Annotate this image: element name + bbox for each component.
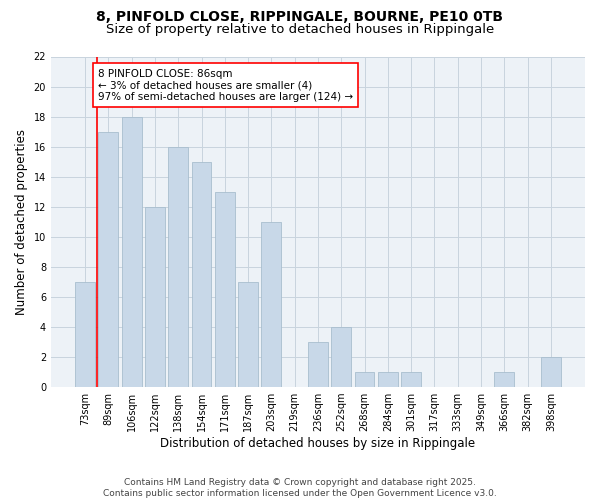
Y-axis label: Number of detached properties: Number of detached properties bbox=[15, 129, 28, 315]
Text: Size of property relative to detached houses in Rippingale: Size of property relative to detached ho… bbox=[106, 22, 494, 36]
Text: Contains HM Land Registry data © Crown copyright and database right 2025.
Contai: Contains HM Land Registry data © Crown c… bbox=[103, 478, 497, 498]
Bar bbox=[494, 372, 514, 387]
Bar bbox=[378, 372, 398, 387]
X-axis label: Distribution of detached houses by size in Rippingale: Distribution of detached houses by size … bbox=[160, 437, 476, 450]
Text: 8 PINFOLD CLOSE: 86sqm
← 3% of detached houses are smaller (4)
97% of semi-detac: 8 PINFOLD CLOSE: 86sqm ← 3% of detached … bbox=[98, 68, 353, 102]
Bar bbox=[262, 222, 281, 387]
Bar bbox=[98, 132, 118, 387]
Bar bbox=[541, 357, 561, 387]
Bar bbox=[75, 282, 95, 387]
Bar bbox=[215, 192, 235, 387]
Text: 8, PINFOLD CLOSE, RIPPINGALE, BOURNE, PE10 0TB: 8, PINFOLD CLOSE, RIPPINGALE, BOURNE, PE… bbox=[97, 10, 503, 24]
Bar bbox=[145, 207, 165, 387]
Bar bbox=[308, 342, 328, 387]
Bar bbox=[191, 162, 211, 387]
Bar bbox=[331, 327, 351, 387]
Bar bbox=[355, 372, 374, 387]
Bar bbox=[401, 372, 421, 387]
Bar bbox=[169, 146, 188, 387]
Bar bbox=[122, 116, 142, 387]
Bar bbox=[238, 282, 258, 387]
